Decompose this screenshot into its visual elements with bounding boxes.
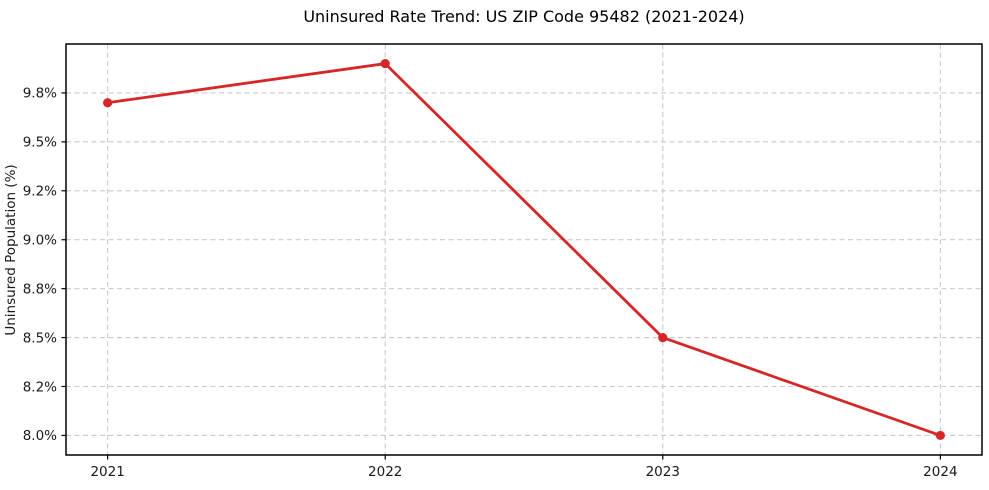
y-tick-label: 9.5% (23, 135, 57, 151)
y-tick-label: 8.5% (23, 330, 57, 346)
plot-border (65, 43, 983, 456)
y-tick-label: 8.0% (23, 428, 57, 444)
y-tick-label: 8.2% (23, 379, 57, 395)
x-tick-label: 2024 (923, 464, 957, 480)
data-point (380, 58, 390, 69)
x-tick-label: 2021 (90, 464, 124, 480)
data-point (935, 430, 945, 441)
chart-title: Uninsured Rate Trend: US ZIP Code 95482 … (303, 7, 745, 26)
y-tick-label: 9.8% (23, 86, 57, 102)
data-point (103, 98, 113, 108)
y-tick-label: 8.8% (23, 281, 57, 297)
x-tick-label: 2022 (368, 464, 402, 480)
data-point (658, 332, 668, 343)
trend-line (106, 62, 942, 437)
y-tick-label: 9.2% (23, 184, 57, 200)
y-tick-label: 9.0% (23, 233, 57, 249)
x-tick-label: 2023 (646, 464, 680, 480)
